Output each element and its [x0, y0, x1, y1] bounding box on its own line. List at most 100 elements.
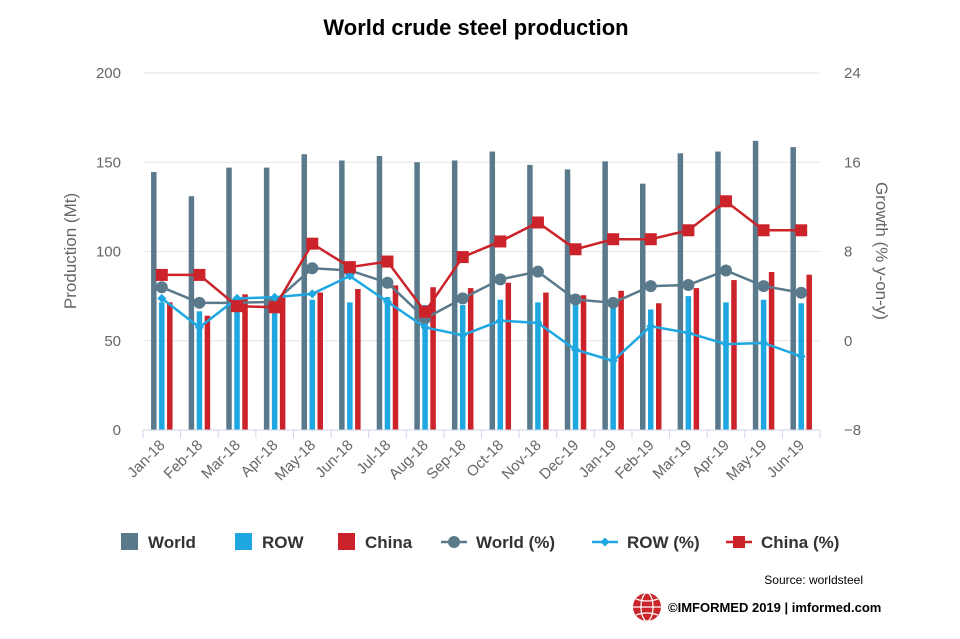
- point-world-jan-18: [155, 281, 168, 294]
- y2-axis-title: Growth (% y-on-y): [872, 182, 891, 320]
- bar-china-aug-18: [430, 287, 436, 430]
- point-world-sep-18: [456, 292, 469, 305]
- brand-text: ©IMFORMED 2019 | imformed.com: [668, 600, 881, 615]
- bar-world-feb-19: [640, 183, 646, 430]
- y-axis-title: Production (Mt): [61, 193, 80, 309]
- legend-label-china: China: [365, 533, 413, 552]
- x-axis: Jan-18Feb-18Mar-18Apr-18May-18Jun-18Jul-…: [124, 429, 821, 484]
- x-tick-label: Jan-19: [576, 437, 620, 481]
- legend-marker-world: [448, 536, 460, 548]
- point-china-jan-18: [155, 268, 168, 281]
- bar-row-jun-19: [798, 303, 804, 430]
- point-china-sep-18: [456, 251, 469, 264]
- bar-world-mar-19: [677, 153, 684, 430]
- point-china-jun-19: [795, 224, 808, 237]
- y2-tick-label: −8: [844, 422, 861, 439]
- bar-china-may-18: [317, 292, 323, 430]
- bar-world-jul-18: [376, 156, 383, 430]
- bar-china-sep-18: [467, 288, 474, 430]
- bar-world-apr-18: [263, 167, 270, 431]
- bar-row-mar-19: [685, 296, 692, 430]
- bar-row-feb-18: [196, 311, 203, 430]
- point-china-feb-19: [644, 233, 657, 246]
- bar-world-aug-18: [414, 162, 420, 430]
- point-world-oct-18: [494, 273, 507, 286]
- y-tick-label: 0: [113, 422, 121, 439]
- point-world-jul-18: [381, 276, 394, 289]
- point-china-oct-18: [494, 235, 507, 248]
- legend-marker-china: [733, 536, 745, 548]
- bar-row-jul-18: [384, 297, 391, 430]
- x-tick-label: Sep-18: [423, 437, 469, 483]
- x-tick-label: Jun-18: [312, 437, 356, 481]
- x-tick-label: Nov-18: [499, 437, 545, 483]
- point-china-jul-18: [381, 255, 394, 268]
- imformed-globe-logo: [633, 592, 661, 622]
- bar-row-dec-19: [572, 305, 579, 430]
- y2-tick-label: 16: [844, 154, 861, 171]
- bar-china-jul-18: [392, 285, 399, 430]
- y-tick-label: 200: [96, 65, 121, 82]
- bar-row-may-18: [309, 299, 315, 430]
- point-china-apr-18: [268, 301, 281, 314]
- bar-world-apr-19: [715, 151, 721, 431]
- source-note: Source: worldsteel: [764, 573, 863, 587]
- bar-china-jun-19: [806, 274, 812, 430]
- point-china-mar-18: [231, 300, 244, 313]
- point-china-jan-19: [607, 233, 620, 246]
- bar-china-apr-18: [279, 296, 286, 430]
- point-world-jan-19: [607, 296, 620, 309]
- y2-axis-ticks: −8 0 8 16 24: [844, 65, 861, 439]
- legend-label-row: ROW: [262, 533, 305, 552]
- point-row-mar-19: [683, 328, 693, 338]
- y2-tick-label: 0: [844, 333, 852, 350]
- bar-row-feb-19: [648, 309, 654, 430]
- bar-world-may-19: [752, 140, 759, 430]
- bar-china-nov-18: [543, 292, 549, 430]
- legend-label-world: World: [148, 533, 196, 552]
- bar-world-dec-19: [564, 169, 571, 430]
- bar-china-mar-18: [242, 294, 248, 430]
- point-china-aug-18: [419, 305, 432, 318]
- bar-row-jan-18: [159, 302, 165, 430]
- bar-row-jun-18: [347, 302, 353, 430]
- x-tick-label: May-18: [272, 437, 319, 484]
- point-row-sep-18: [458, 330, 468, 340]
- point-row-feb-19: [646, 321, 656, 331]
- y2-tick-label: 24: [844, 65, 861, 82]
- point-row-apr-19: [721, 339, 731, 349]
- x-tick-label: May-19: [723, 437, 770, 484]
- bar-china-jan-19: [618, 290, 624, 430]
- bar-china-oct-18: [505, 282, 512, 430]
- bar-world-feb-18: [188, 196, 195, 430]
- bar-world-nov-18: [527, 164, 533, 431]
- legend-swatch-world: [121, 533, 138, 550]
- point-china-feb-18: [193, 268, 206, 281]
- point-row-may-18: [307, 289, 317, 299]
- point-world-jun-19: [795, 286, 808, 299]
- bar-china-mar-19: [693, 288, 700, 430]
- point-row-dec-19: [571, 345, 581, 355]
- legend-marker-row: [600, 537, 610, 547]
- bar-world-oct-18: [489, 151, 496, 431]
- bar-row-aug-18: [422, 305, 428, 430]
- x-tick-label: Mar-18: [198, 437, 244, 483]
- legend-label-row: ROW (%): [627, 533, 700, 552]
- bar-china-apr-19: [731, 280, 737, 430]
- point-china-may-19: [757, 224, 770, 237]
- bar-world-jun-19: [790, 147, 796, 430]
- bar-world-may-18: [301, 154, 307, 430]
- point-row-aug-18: [420, 322, 430, 332]
- line-china: [161, 199, 802, 314]
- bar-row-apr-19: [723, 302, 729, 430]
- x-tick-label: Feb-18: [161, 437, 207, 483]
- point-world-feb-18: [193, 296, 206, 309]
- point-row-jun-19: [796, 351, 806, 361]
- x-tick-label: Aug-18: [386, 437, 432, 483]
- point-world-may-19: [757, 280, 770, 293]
- point-row-oct-18: [495, 316, 505, 326]
- point-row-feb-18: [194, 322, 204, 332]
- point-china-apr-19: [719, 195, 732, 208]
- y-tick-label: 50: [104, 333, 121, 350]
